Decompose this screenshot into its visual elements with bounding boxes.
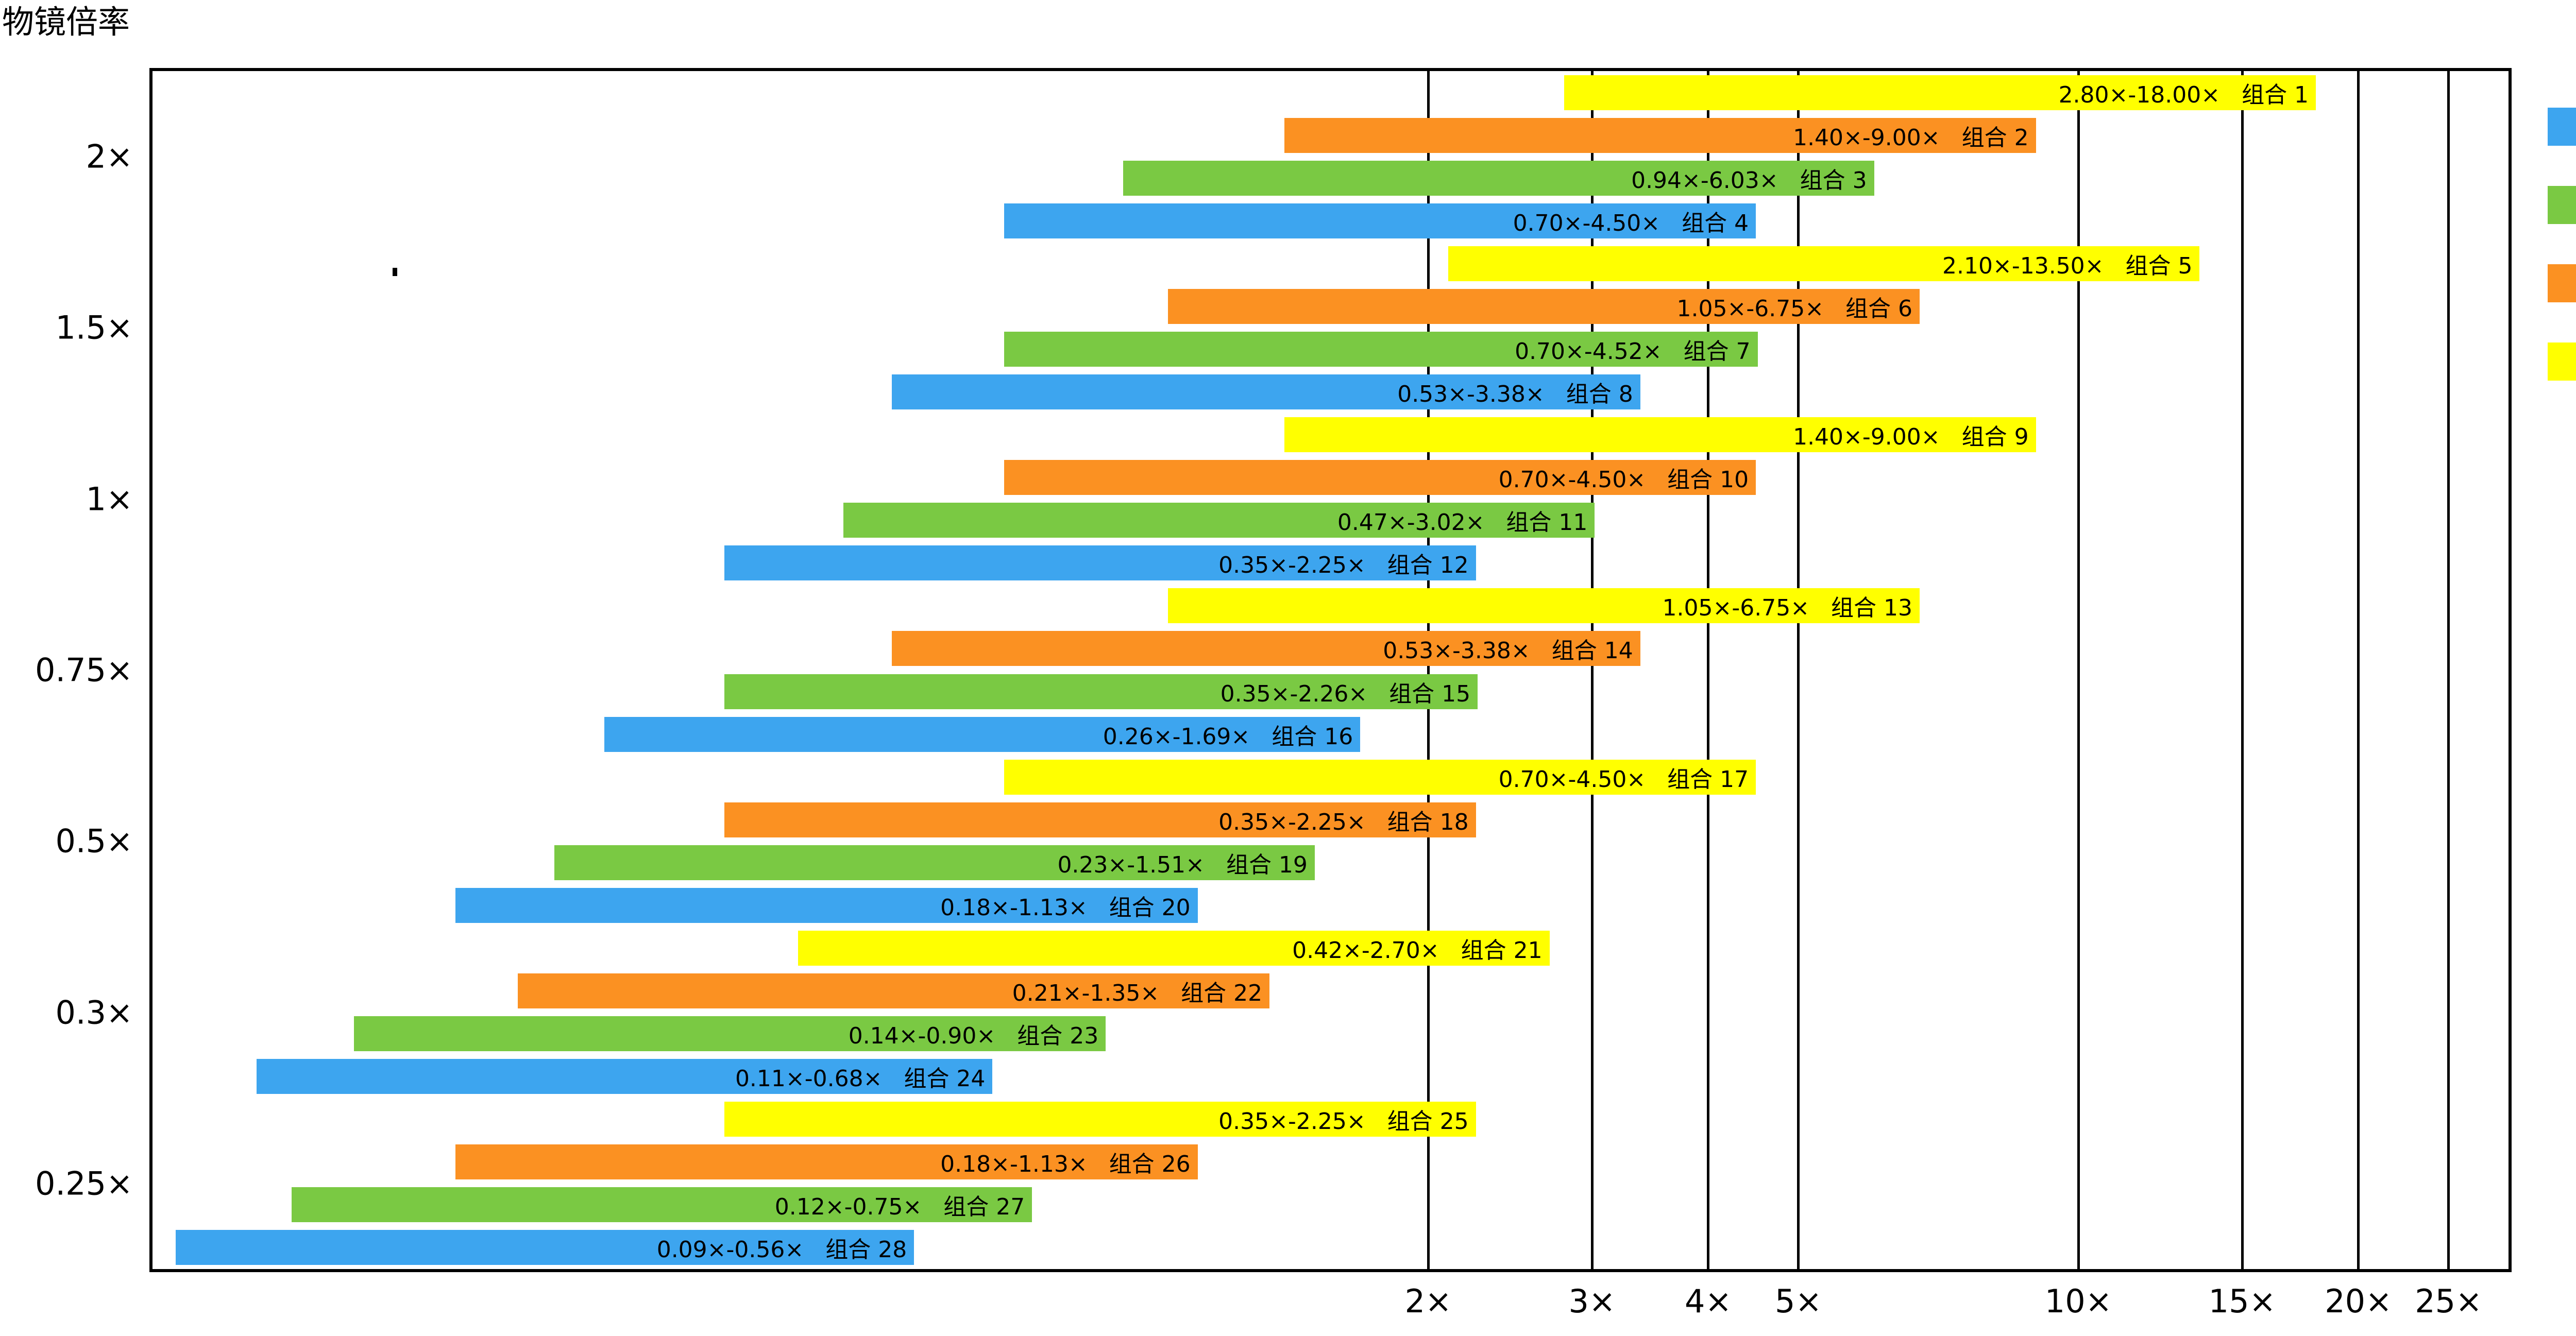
y-tick-0.25×: 0.25× — [35, 1164, 133, 1203]
legend-swatch-icon — [2548, 264, 2576, 302]
y-tick-1.5×: 1.5× — [55, 309, 133, 347]
bar-combination-8[interactable] — [892, 374, 1640, 410]
bar-combination-10[interactable] — [1004, 460, 1756, 495]
legend-item-2[interactable]: 0.67×筒镜 — [2548, 166, 2576, 244]
bar-combination-28[interactable] — [175, 1230, 914, 1265]
x-tick-25: 25× — [2415, 1282, 2483, 1320]
gridline-x-4 — [1707, 71, 1710, 1269]
gridline-x-20 — [2357, 71, 2360, 1269]
x-tick-10: 10× — [2044, 1282, 2112, 1320]
bar-combination-21[interactable] — [798, 930, 1550, 966]
bar-combination-6[interactable] — [1168, 288, 1920, 324]
bar-combination-14[interactable] — [892, 631, 1640, 666]
y-axis-tick-labels: 2× 1.5× 1× 0.75× 0.5× 0.3× 0.25× — [0, 0, 149, 1336]
gridline-x-3 — [1590, 71, 1594, 1269]
bar-combination-19[interactable] — [554, 845, 1315, 880]
bar-combination-26[interactable] — [455, 1144, 1198, 1180]
bar-combination-5[interactable] — [1448, 246, 2200, 281]
bar-combination-1[interactable] — [1564, 75, 2316, 110]
bar-combination-23[interactable] — [354, 1016, 1106, 1052]
y-tick-0.5×: 0.5× — [55, 822, 133, 860]
legend-swatch-icon — [2548, 342, 2576, 381]
legend-item-4[interactable]: 2×筒镜 — [2548, 322, 2576, 401]
bar-combination-9[interactable] — [1284, 417, 2036, 453]
plot-area: 2.80×-18.00× 组合 1 1.40×-9.00× 组合 2 0.94×-6… — [149, 68, 2512, 1272]
bar-combination-24[interactable] — [257, 1059, 993, 1094]
bar-combination-7[interactable] — [1004, 331, 1758, 367]
plot-inner: 2.80×-18.00× 组合 1 1.40×-9.00× 组合 2 0.94×-6… — [152, 71, 2509, 1269]
bar-combination-15[interactable] — [724, 674, 1478, 709]
bar-combination-11[interactable] — [843, 503, 1595, 538]
y-tick-0.75×: 0.75× — [35, 651, 133, 689]
x-tick-4: 4× — [1685, 1282, 1732, 1320]
bar-combination-17[interactable] — [1004, 759, 1756, 795]
y-tick-1×: 1× — [86, 480, 133, 518]
bar-combination-20[interactable] — [455, 887, 1198, 923]
x-tick-2: 2× — [1404, 1282, 1452, 1320]
legend-item-3[interactable]: 1×筒镜 — [2548, 244, 2576, 322]
y-tick-0.3×: 0.3× — [55, 994, 133, 1032]
gridline-x-15 — [2241, 71, 2244, 1269]
bar-combination-18[interactable] — [724, 802, 1476, 837]
x-tick-3: 3× — [1568, 1282, 1616, 1320]
bar-combination-4[interactable] — [1004, 203, 1756, 238]
x-tick-15: 15× — [2208, 1282, 2276, 1320]
y-axis-title: 物镜倍率 — [2, 3, 130, 41]
gridline-x-2 — [1427, 71, 1430, 1269]
bar-combination-22[interactable] — [518, 973, 1270, 1009]
bar-combination-16[interactable] — [604, 716, 1361, 752]
bar-combination-13[interactable] — [1168, 588, 1920, 624]
bar-combination-3[interactable] — [1123, 160, 1874, 196]
y-tick-2×: 2× — [86, 138, 133, 176]
legend-item-1[interactable]: 0.5×筒镜 — [2548, 88, 2576, 166]
x-tick-20: 20× — [2325, 1282, 2393, 1320]
bar-combination-27[interactable] — [292, 1187, 1032, 1223]
legend-swatch-icon — [2548, 186, 2576, 224]
stray-mark — [393, 268, 397, 276]
legend-swatch-icon — [2548, 108, 2576, 146]
x-tick-5: 5× — [1775, 1282, 1822, 1320]
bar-combination-25[interactable] — [724, 1102, 1476, 1137]
gridline-x-25 — [2447, 71, 2450, 1269]
bar-combination-12[interactable] — [724, 545, 1476, 581]
bar-combination-2[interactable] — [1284, 117, 2036, 153]
legend: 0.5×筒镜0.67×筒镜1×筒镜2×筒镜 — [2548, 88, 2576, 401]
gridline-x-10 — [2077, 71, 2080, 1269]
gridline-x-5 — [1797, 71, 1800, 1269]
